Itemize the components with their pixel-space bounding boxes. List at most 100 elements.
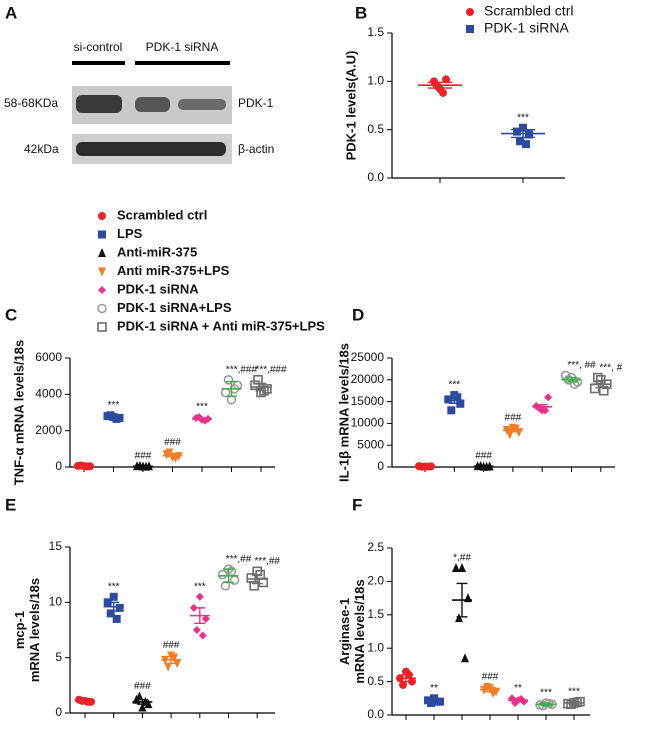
data-point bbox=[522, 140, 530, 149]
band bbox=[135, 97, 170, 112]
data-point bbox=[544, 393, 553, 402]
data-point bbox=[513, 127, 521, 136]
error-bar bbox=[566, 376, 577, 383]
significance: ***, # bbox=[599, 362, 622, 373]
legend-label: Scrambled ctrl bbox=[117, 207, 207, 222]
error-bar bbox=[167, 453, 178, 458]
legend-marker bbox=[466, 8, 474, 16]
data-point bbox=[164, 662, 173, 672]
data-point bbox=[408, 677, 416, 686]
significance: ### bbox=[505, 412, 522, 423]
error-bar bbox=[226, 380, 237, 397]
legend-label: PDK-1 siRNA bbox=[484, 20, 569, 36]
significance: ***,## bbox=[226, 554, 252, 565]
significance: *** bbox=[568, 686, 580, 697]
data-point bbox=[138, 702, 147, 712]
data-point bbox=[112, 414, 121, 423]
y-tick-label: 2.0 bbox=[367, 574, 384, 588]
data-point bbox=[106, 609, 115, 618]
data-point bbox=[249, 580, 259, 591]
error-bar bbox=[448, 396, 460, 405]
legend-marker bbox=[98, 230, 106, 239]
error-bar bbox=[79, 699, 91, 703]
y-tick-label: 0 bbox=[377, 459, 384, 473]
data-point bbox=[195, 592, 204, 601]
data-point bbox=[516, 137, 524, 146]
data-point bbox=[198, 631, 207, 640]
error-bar bbox=[427, 81, 453, 89]
data-point bbox=[399, 680, 407, 689]
significance: *** bbox=[448, 380, 460, 391]
data-point bbox=[455, 613, 463, 623]
legend-marker bbox=[98, 212, 106, 220]
y-tick-label: 20000 bbox=[351, 372, 385, 386]
legend-marker bbox=[98, 286, 106, 294]
legend-marker bbox=[98, 267, 106, 277]
significance: ### bbox=[164, 437, 181, 448]
data-point bbox=[109, 592, 118, 601]
y-tick-label: 1.0 bbox=[367, 640, 384, 654]
error-bar bbox=[540, 702, 552, 707]
y-tick-label: 1.5 bbox=[367, 25, 384, 39]
error-bar bbox=[165, 655, 177, 664]
y-axis-label: Arginase-1 bbox=[337, 598, 352, 665]
significance: ### bbox=[135, 451, 152, 462]
band bbox=[178, 99, 226, 110]
y-tick-label: 1.0 bbox=[367, 74, 384, 88]
data-point bbox=[106, 411, 115, 420]
y-tick-label: 2.5 bbox=[367, 540, 384, 554]
data-point bbox=[505, 430, 514, 440]
error-bar bbox=[255, 382, 267, 392]
panel-letter: D bbox=[352, 305, 364, 324]
y-tick-label: 0 bbox=[55, 459, 62, 473]
error-bar bbox=[507, 428, 519, 433]
y-tick-label: 10000 bbox=[351, 416, 385, 430]
band bbox=[76, 142, 226, 156]
y-tick-label: 6000 bbox=[35, 350, 62, 364]
error-bar bbox=[223, 568, 234, 584]
data-point bbox=[452, 563, 460, 573]
significance: ***,## bbox=[254, 556, 280, 567]
error-bar bbox=[136, 699, 148, 705]
data-point bbox=[589, 383, 600, 394]
significance: *** bbox=[108, 400, 120, 411]
data-point bbox=[442, 75, 450, 84]
error-bar bbox=[512, 698, 524, 703]
y-tick-label: 4000 bbox=[35, 387, 62, 401]
y-tick-label: 0.0 bbox=[367, 170, 384, 184]
y-axis-label: mcp-1 bbox=[12, 611, 27, 649]
significance: *,## bbox=[453, 553, 471, 564]
data-point bbox=[115, 603, 124, 612]
data-point bbox=[217, 569, 228, 580]
y-axis-label: IL-1β mRNA levels/18s bbox=[336, 343, 351, 482]
y-tick-label: 15 bbox=[49, 539, 63, 553]
y-tick-label: 0.5 bbox=[367, 674, 384, 688]
data-point bbox=[189, 603, 198, 612]
error-bar bbox=[595, 379, 607, 389]
significance: ***, ## bbox=[567, 360, 596, 371]
data-point bbox=[444, 395, 453, 404]
data-point bbox=[253, 374, 263, 385]
band bbox=[76, 95, 122, 113]
legend-label: Scrambled ctrl bbox=[484, 3, 573, 19]
data-point bbox=[458, 563, 466, 573]
y-axis-label: TNF-α mRNA levels/18s bbox=[11, 340, 26, 486]
legend-marker bbox=[97, 303, 107, 314]
significance: *** bbox=[540, 688, 552, 699]
panel-letter: F bbox=[352, 495, 362, 514]
band-size: 42kDa bbox=[24, 142, 59, 156]
legend-marker bbox=[97, 322, 107, 332]
error-bar bbox=[536, 403, 548, 410]
panel-letter: E bbox=[5, 495, 16, 514]
lane-label: PDK-1 siRNA bbox=[146, 40, 219, 54]
panel-letter: B bbox=[355, 3, 367, 22]
error-bar bbox=[428, 697, 440, 704]
panel-letter: C bbox=[5, 305, 17, 324]
error-bar bbox=[400, 674, 412, 683]
error-bar bbox=[108, 415, 119, 419]
data-point bbox=[201, 614, 210, 623]
data-point bbox=[250, 380, 260, 391]
error-bar bbox=[196, 417, 208, 421]
data-point bbox=[103, 598, 112, 607]
data-point bbox=[447, 406, 456, 415]
